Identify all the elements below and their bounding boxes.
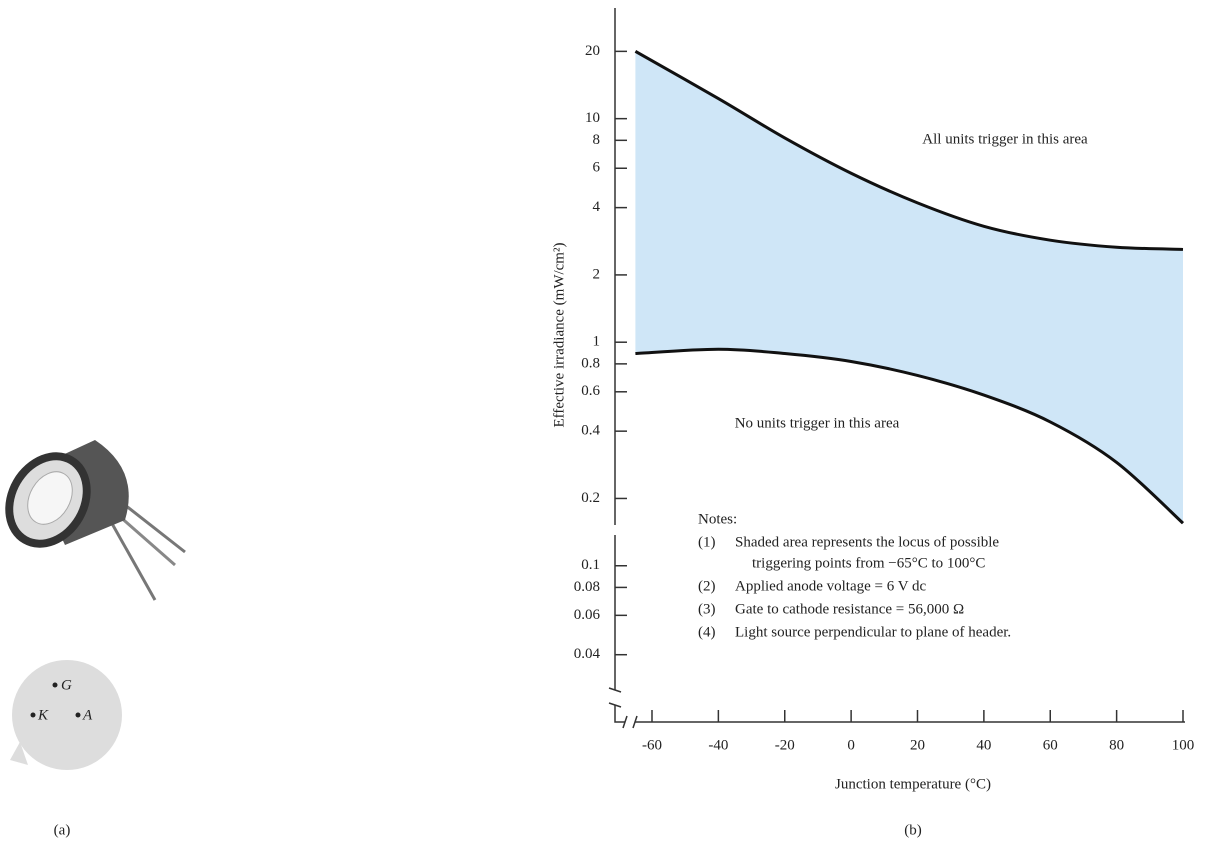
note-text: Applied anode voltage = 6 V dc xyxy=(735,578,927,594)
y-tick-label: 20 xyxy=(585,43,600,59)
y-tick-label: 0.6 xyxy=(581,383,600,399)
pin-label: K xyxy=(37,707,49,723)
x-tick-label: 60 xyxy=(1043,737,1058,753)
pin-diagram: G K A xyxy=(10,660,122,770)
note-number: (1) xyxy=(698,534,716,550)
y-tick-label: 0.8 xyxy=(581,355,600,371)
axis-break xyxy=(608,687,638,729)
x-tick-label: -20 xyxy=(775,737,795,753)
note-text: Light source perpendicular to plane of h… xyxy=(735,624,1011,640)
y-tick-label: 0.06 xyxy=(574,607,601,623)
lower-curve xyxy=(635,347,1185,525)
y-tick-label: 0.08 xyxy=(574,579,600,595)
y-tick-label: 2 xyxy=(593,266,601,282)
y-tick-label: 6 xyxy=(593,160,601,176)
y-tick-label: 0.1 xyxy=(581,557,600,573)
pin-label: G xyxy=(61,677,72,693)
y-tick-label: 10 xyxy=(585,110,600,126)
x-axis-label: Junction temperature (°C) xyxy=(835,776,991,792)
y-axis-label: Effective irradiance (mW/cm²) xyxy=(551,243,567,428)
x-tick-label: 80 xyxy=(1109,737,1124,753)
band-area xyxy=(635,51,1183,524)
x-tick-label: 20 xyxy=(910,737,925,753)
pin-label: A xyxy=(82,707,93,723)
note-text: triggering points from −65°C to 100°C xyxy=(752,555,985,571)
x-tick-label: 40 xyxy=(976,737,991,753)
caption: (a) xyxy=(54,822,71,838)
x-tick-label: 0 xyxy=(847,737,855,753)
device-photo xyxy=(5,440,186,601)
y-tick-label: 4 xyxy=(593,199,601,215)
note-number: (2) xyxy=(698,578,716,594)
x-tick-label: -60 xyxy=(642,737,662,753)
y-tick-label: 0.2 xyxy=(581,490,600,506)
x-tick-label: 100 xyxy=(1172,737,1195,753)
annotation: No units trigger in this area xyxy=(735,415,900,431)
y-tick-label: 8 xyxy=(593,132,601,148)
x-tick-label: -40 xyxy=(708,737,728,753)
note-text: Gate to cathode resistance = 56,000 Ω xyxy=(735,601,964,617)
upper-curve xyxy=(634,50,1184,251)
note-number: (3) xyxy=(698,601,716,617)
caption: (b) xyxy=(904,822,922,838)
notes-title: Notes: xyxy=(698,511,737,527)
y-tick-label: 1 xyxy=(593,334,601,350)
note-number: (4) xyxy=(698,624,716,640)
y-tick-label: 0.04 xyxy=(574,646,601,662)
note-text: Shaded area represents the locus of poss… xyxy=(735,534,999,550)
axis-line xyxy=(614,8,1185,723)
annotation: All units trigger in this area xyxy=(922,131,1088,147)
y-tick-label: 0.4 xyxy=(581,423,600,439)
